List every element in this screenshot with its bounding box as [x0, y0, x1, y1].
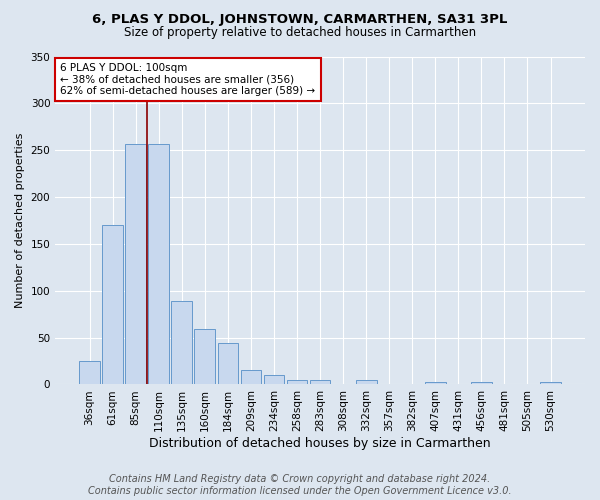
Bar	[471, 382, 492, 384]
Bar	[287, 380, 307, 384]
Text: 6, PLAS Y DDOL, JOHNSTOWN, CARMARTHEN, SA31 3PL: 6, PLAS Y DDOL, JOHNSTOWN, CARMARTHEN, S…	[92, 12, 508, 26]
Bar	[194, 329, 215, 384]
Bar	[148, 144, 169, 384]
Y-axis label: Number of detached properties: Number of detached properties	[15, 133, 25, 308]
Bar	[356, 380, 377, 384]
Text: 6 PLAS Y DDOL: 100sqm
← 38% of detached houses are smaller (356)
62% of semi-det: 6 PLAS Y DDOL: 100sqm ← 38% of detached …	[61, 63, 316, 96]
Bar	[218, 343, 238, 384]
Bar	[425, 382, 446, 384]
Text: Contains HM Land Registry data © Crown copyright and database right 2024.
Contai: Contains HM Land Registry data © Crown c…	[88, 474, 512, 496]
Bar	[540, 382, 561, 384]
Bar	[263, 375, 284, 384]
X-axis label: Distribution of detached houses by size in Carmarthen: Distribution of detached houses by size …	[149, 437, 491, 450]
Bar	[241, 370, 262, 384]
Text: Size of property relative to detached houses in Carmarthen: Size of property relative to detached ho…	[124, 26, 476, 39]
Bar	[310, 380, 331, 384]
Bar	[79, 361, 100, 384]
Bar	[125, 144, 146, 384]
Bar	[102, 225, 123, 384]
Bar	[172, 301, 192, 384]
